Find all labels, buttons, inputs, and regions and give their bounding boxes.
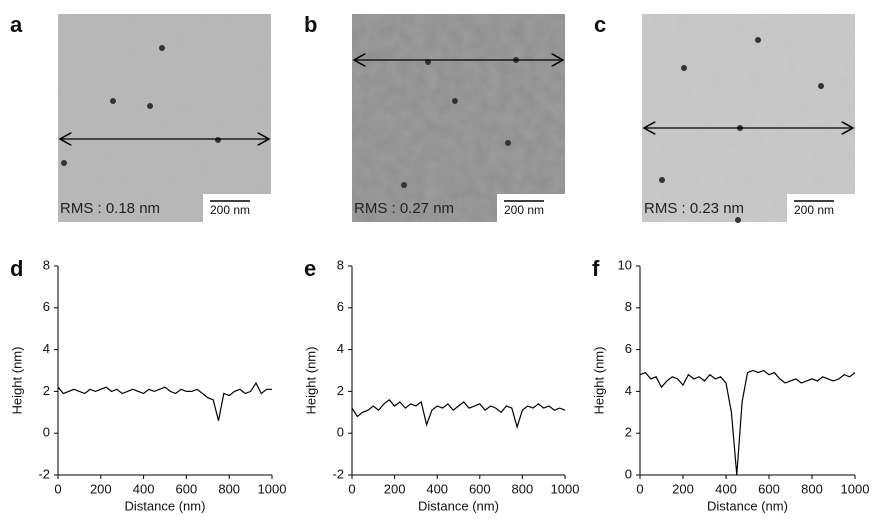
x-axis-label: Distance (nm) (707, 498, 788, 513)
x-tick-label: 1000 (841, 481, 870, 496)
rms-label: RMS : 0.27 nm (354, 200, 454, 217)
y-tick-label: 8 (43, 257, 50, 272)
x-tick-label: 400 (715, 481, 737, 496)
y-tick-label: 6 (625, 341, 632, 356)
panel-label: a (10, 12, 23, 37)
afm-spot (755, 37, 761, 43)
y-tick-label: 4 (43, 341, 50, 356)
y-axis-label: Height (nm) (303, 347, 318, 415)
x-tick-label: 800 (801, 481, 823, 496)
profile-line (639, 369, 856, 476)
y-tick-label: 8 (625, 299, 632, 314)
y-tick-label: -2 (332, 466, 344, 481)
afm-spot (735, 217, 741, 223)
panel-label: b (304, 12, 317, 37)
afm-spot (110, 98, 116, 104)
afm-texture (642, 14, 855, 222)
y-tick-label: 8 (337, 257, 344, 272)
scale-box (787, 194, 855, 222)
y-tick-label: 6 (337, 299, 344, 314)
y-tick-label: 6 (43, 299, 50, 314)
afm-texture (58, 14, 271, 222)
x-tick-label: 0 (348, 481, 355, 496)
x-axis-label: Distance (nm) (418, 498, 499, 513)
y-axis-label: Height (nm) (9, 347, 24, 415)
x-tick-label: 0 (636, 481, 643, 496)
y-tick-label: 4 (337, 341, 344, 356)
afm-spot (215, 137, 221, 143)
profile-line (351, 398, 566, 429)
x-tick-label: 200 (672, 481, 694, 496)
x-axis-label: Distance (nm) (125, 498, 206, 513)
rms-label: RMS : 0.23 nm (644, 200, 744, 217)
x-tick-label: 600 (176, 481, 198, 496)
profile-line (57, 381, 272, 421)
afm-spot (818, 83, 824, 89)
x-tick-label: 200 (384, 481, 406, 496)
afm-spot (505, 140, 511, 146)
afm-texture (352, 14, 565, 222)
x-tick-label: 0 (54, 481, 61, 496)
panel-label: f (592, 256, 600, 281)
x-tick-label: 200 (90, 481, 112, 496)
scale-label: 200 nm (210, 203, 250, 217)
rms-label: RMS : 0.18 nm (60, 200, 160, 217)
afm-spot (401, 182, 407, 188)
afm-spot (659, 177, 665, 183)
scale-label: 200 nm (794, 203, 834, 217)
afm-spot (681, 65, 687, 71)
x-tick-label: 600 (469, 481, 491, 496)
x-tick-label: 1000 (258, 481, 287, 496)
y-tick-label: 0 (43, 425, 50, 440)
y-tick-label: 0 (625, 466, 632, 481)
y-tick-label: 2 (337, 383, 344, 398)
panel-label: c (594, 12, 606, 37)
scale-box (497, 194, 565, 222)
afm-spot (61, 160, 67, 166)
afm-spot (452, 98, 458, 104)
y-tick-label: 10 (618, 257, 632, 272)
y-tick-label: 2 (43, 383, 50, 398)
x-tick-label: 800 (512, 481, 534, 496)
y-tick-label: 0 (337, 425, 344, 440)
x-tick-label: 800 (218, 481, 240, 496)
afm-spot (147, 103, 153, 109)
y-tick-label: 2 (625, 425, 632, 440)
scale-label: 200 nm (504, 203, 544, 217)
scale-box (203, 194, 271, 222)
panel-label: d (10, 256, 23, 281)
afm-spot (159, 45, 165, 51)
x-tick-label: 400 (426, 481, 448, 496)
x-tick-label: 400 (133, 481, 155, 496)
panel-label: e (304, 256, 316, 281)
y-tick-label: 4 (625, 383, 632, 398)
x-tick-label: 600 (758, 481, 780, 496)
y-axis-label: Height (nm) (591, 347, 606, 415)
y-tick-label: -2 (38, 466, 50, 481)
x-tick-label: 1000 (551, 481, 580, 496)
